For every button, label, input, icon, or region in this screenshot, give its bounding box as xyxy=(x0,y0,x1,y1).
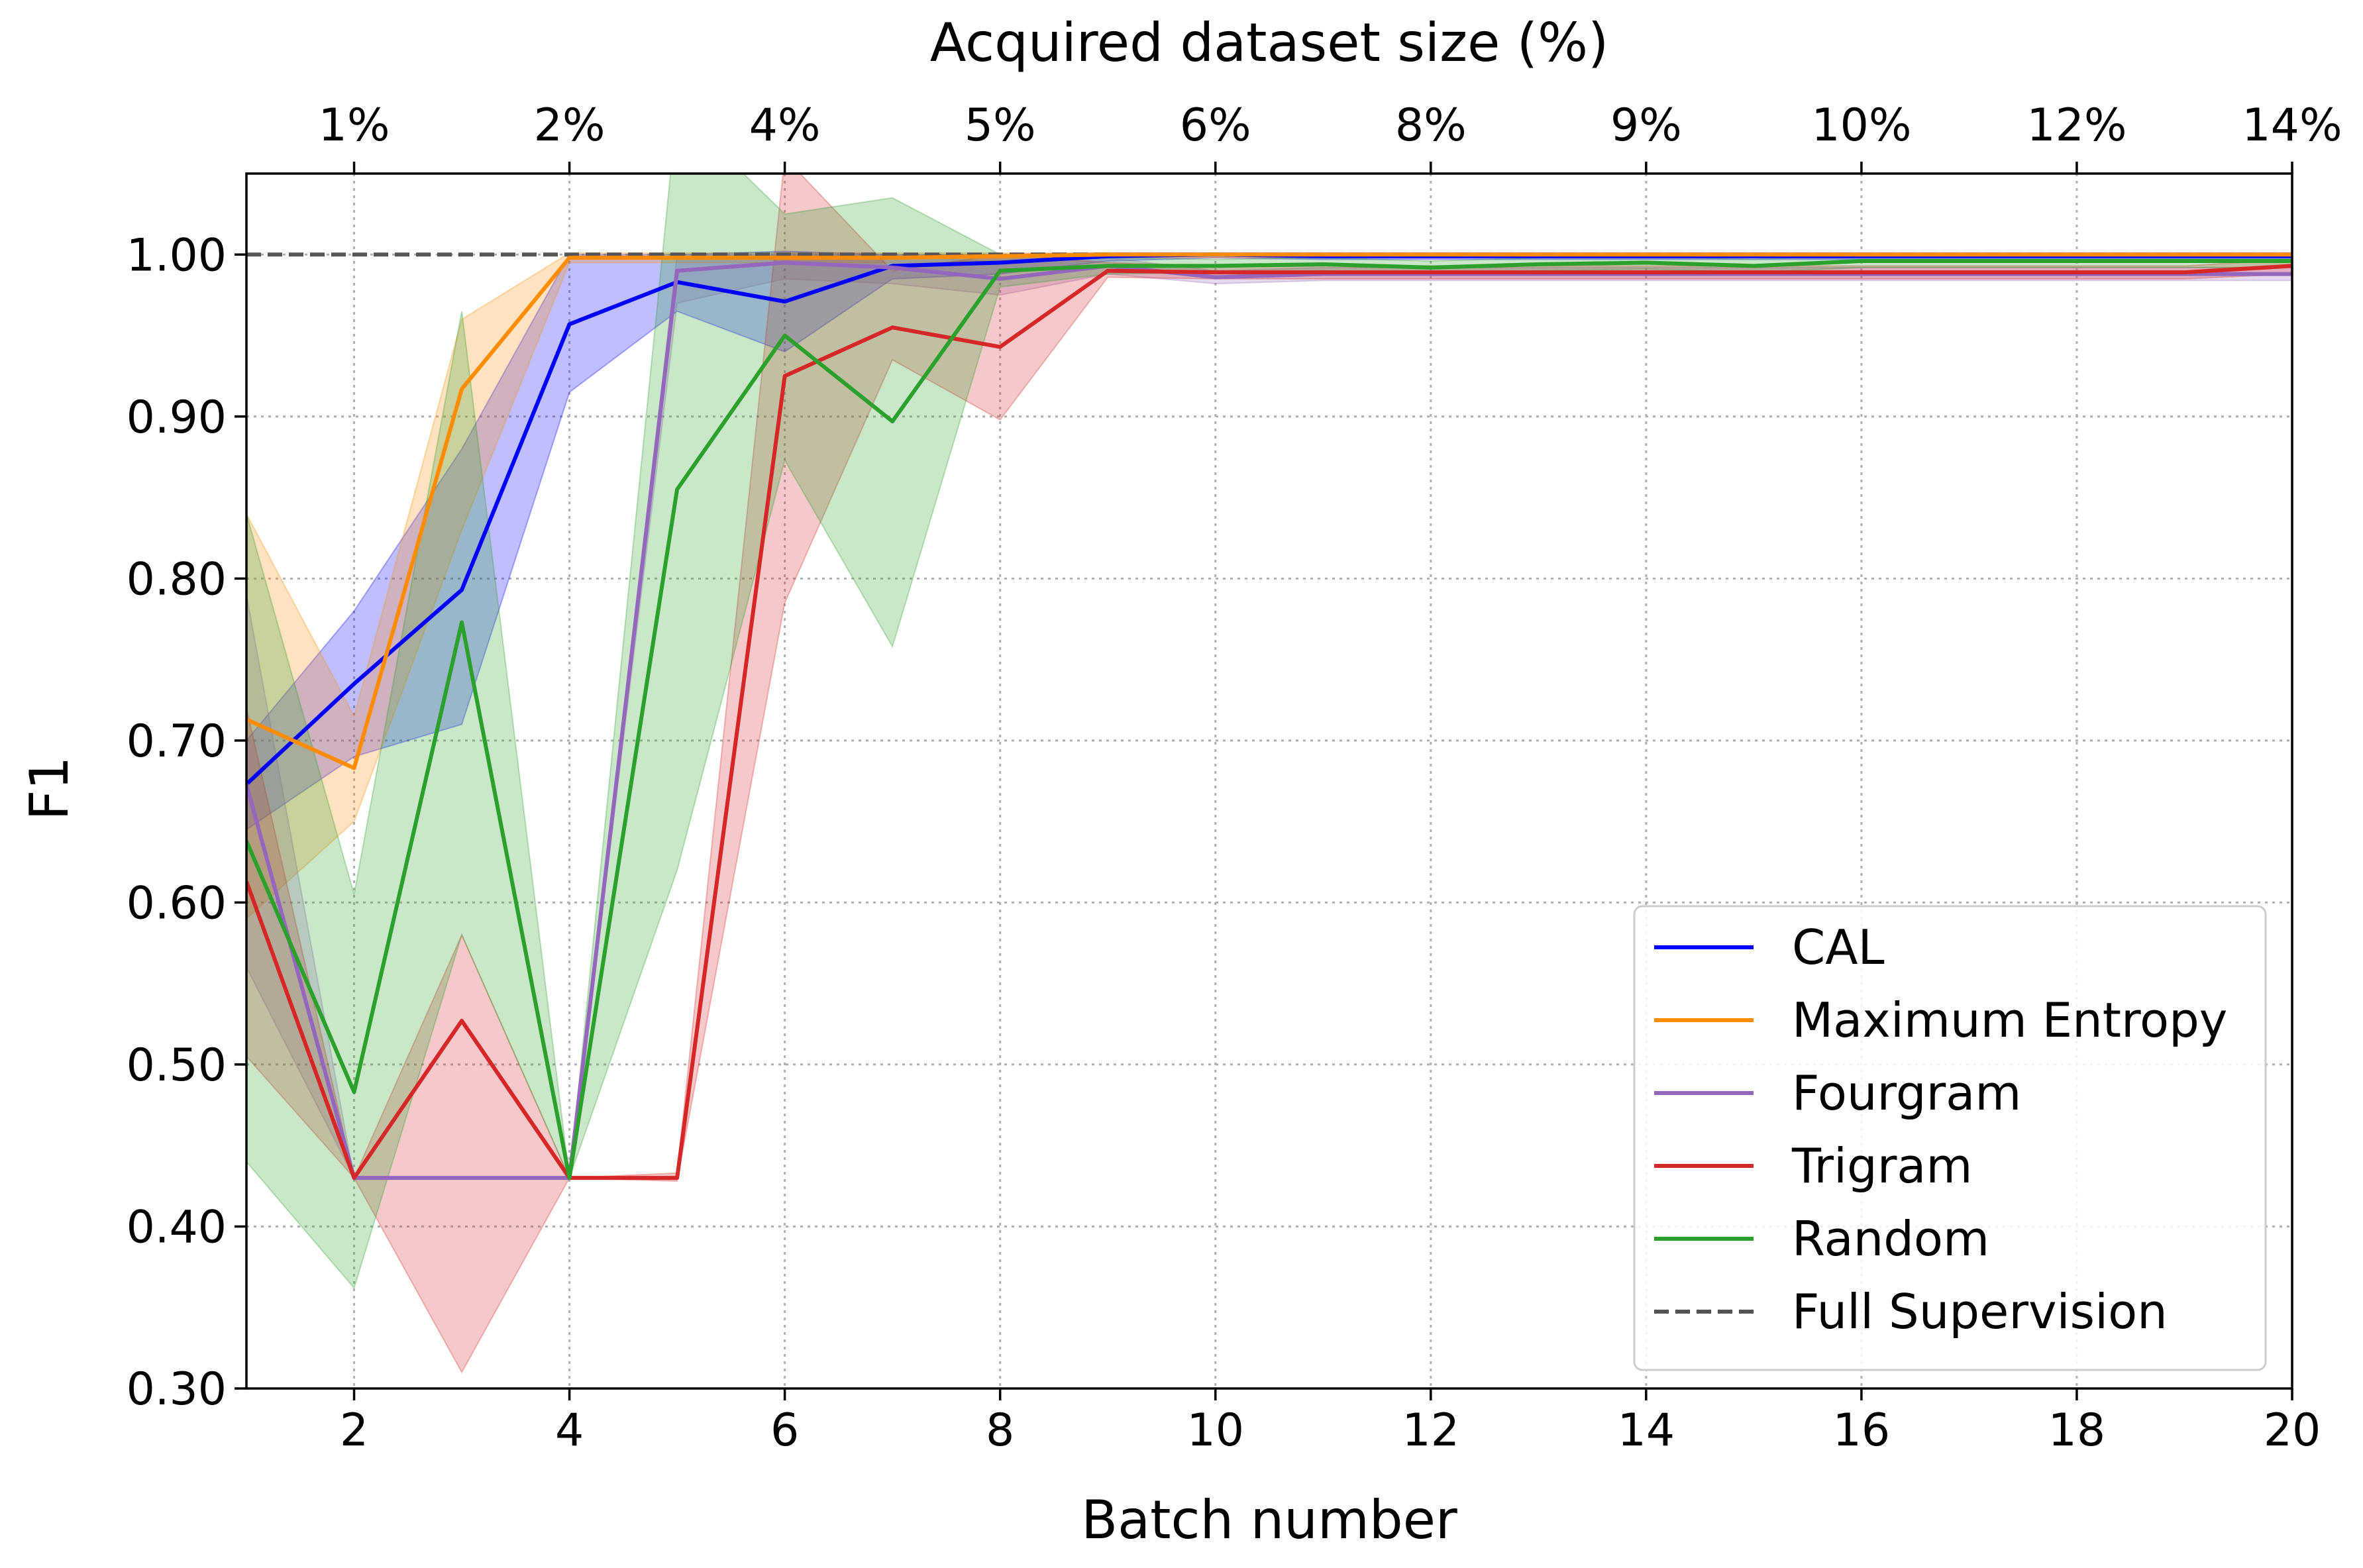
x-tick-label: 14 xyxy=(1618,1404,1675,1457)
y-tick-label: 1.00 xyxy=(127,229,227,282)
top-tick-label: 12% xyxy=(2026,99,2127,152)
x-tick-label: 16 xyxy=(1833,1404,1891,1457)
x-tick-label: 6 xyxy=(770,1404,799,1457)
x-tick-label: 18 xyxy=(2048,1404,2106,1457)
y-tick-label: 0.70 xyxy=(127,715,227,768)
x-tick-label: 2 xyxy=(340,1404,368,1457)
y-tick-label: 0.50 xyxy=(127,1039,227,1092)
y-tick-label: 0.80 xyxy=(127,553,227,605)
top-tick-label: 4% xyxy=(749,99,821,152)
top-tick-label: 5% xyxy=(965,99,1036,152)
band-random xyxy=(246,174,2292,1290)
y-tick-label: 0.60 xyxy=(127,877,227,929)
band-trigram xyxy=(246,174,2292,1374)
y-tick-label: 0.90 xyxy=(127,392,227,444)
plot-frame xyxy=(245,172,2293,1390)
top-tick-label: 14% xyxy=(2242,99,2342,152)
top-tick-label: 8% xyxy=(1395,99,1467,152)
y-axis-title: F1 xyxy=(19,757,80,821)
legend-label: Maximum Entropy xyxy=(1792,992,2227,1048)
series-line-random xyxy=(246,259,2292,1180)
band-maximum-entropy xyxy=(246,252,2292,920)
band-cal xyxy=(246,250,2292,831)
top-tick-label: 9% xyxy=(1610,99,1682,152)
y-tick-label: 0.30 xyxy=(127,1363,227,1416)
top-axis-title: Acquired dataset size (%) xyxy=(930,12,1608,74)
legend-label: CAL xyxy=(1792,919,1885,975)
top-tick-label: 10% xyxy=(1811,99,1911,152)
axis-ticks: 2 4 6 8 10 12 14 16 18 20 1% 2% 4% 5% 6% 8% 9% 10% 12% 14% 0… xyxy=(127,99,2342,1457)
series-line-maximum-entropy xyxy=(246,252,2292,770)
y-tick-label: 0.40 xyxy=(127,1201,227,1253)
legend-label: Full Supervision xyxy=(1792,1284,2168,1339)
x-tick-label: 4 xyxy=(555,1404,584,1457)
top-tick-label: 2% xyxy=(534,99,605,152)
top-tick-label: 6% xyxy=(1180,99,1251,152)
top-tick-label: 1% xyxy=(319,99,390,152)
x-tick-label: 12 xyxy=(1402,1404,1460,1457)
legend-label: Random xyxy=(1792,1211,1989,1267)
band-fourgram xyxy=(246,254,2292,1179)
legend-label: Fourgram xyxy=(1792,1065,2021,1121)
series-lines xyxy=(246,252,2292,1180)
x-tick-label: 8 xyxy=(986,1404,1014,1457)
x-tick-label: 20 xyxy=(2264,1404,2321,1457)
legend-label: Trigram xyxy=(1791,1138,1973,1194)
x-axis-title: Batch number xyxy=(1081,1489,1457,1551)
x-tick-label: 10 xyxy=(1186,1404,1244,1457)
legend-box xyxy=(1633,905,2267,1371)
legend: CAL Maximum Entropy Fourgram Trigram Random F… xyxy=(1633,905,2267,1371)
confidence-bands xyxy=(246,174,2292,1374)
series-line-trigram xyxy=(246,264,2292,1180)
